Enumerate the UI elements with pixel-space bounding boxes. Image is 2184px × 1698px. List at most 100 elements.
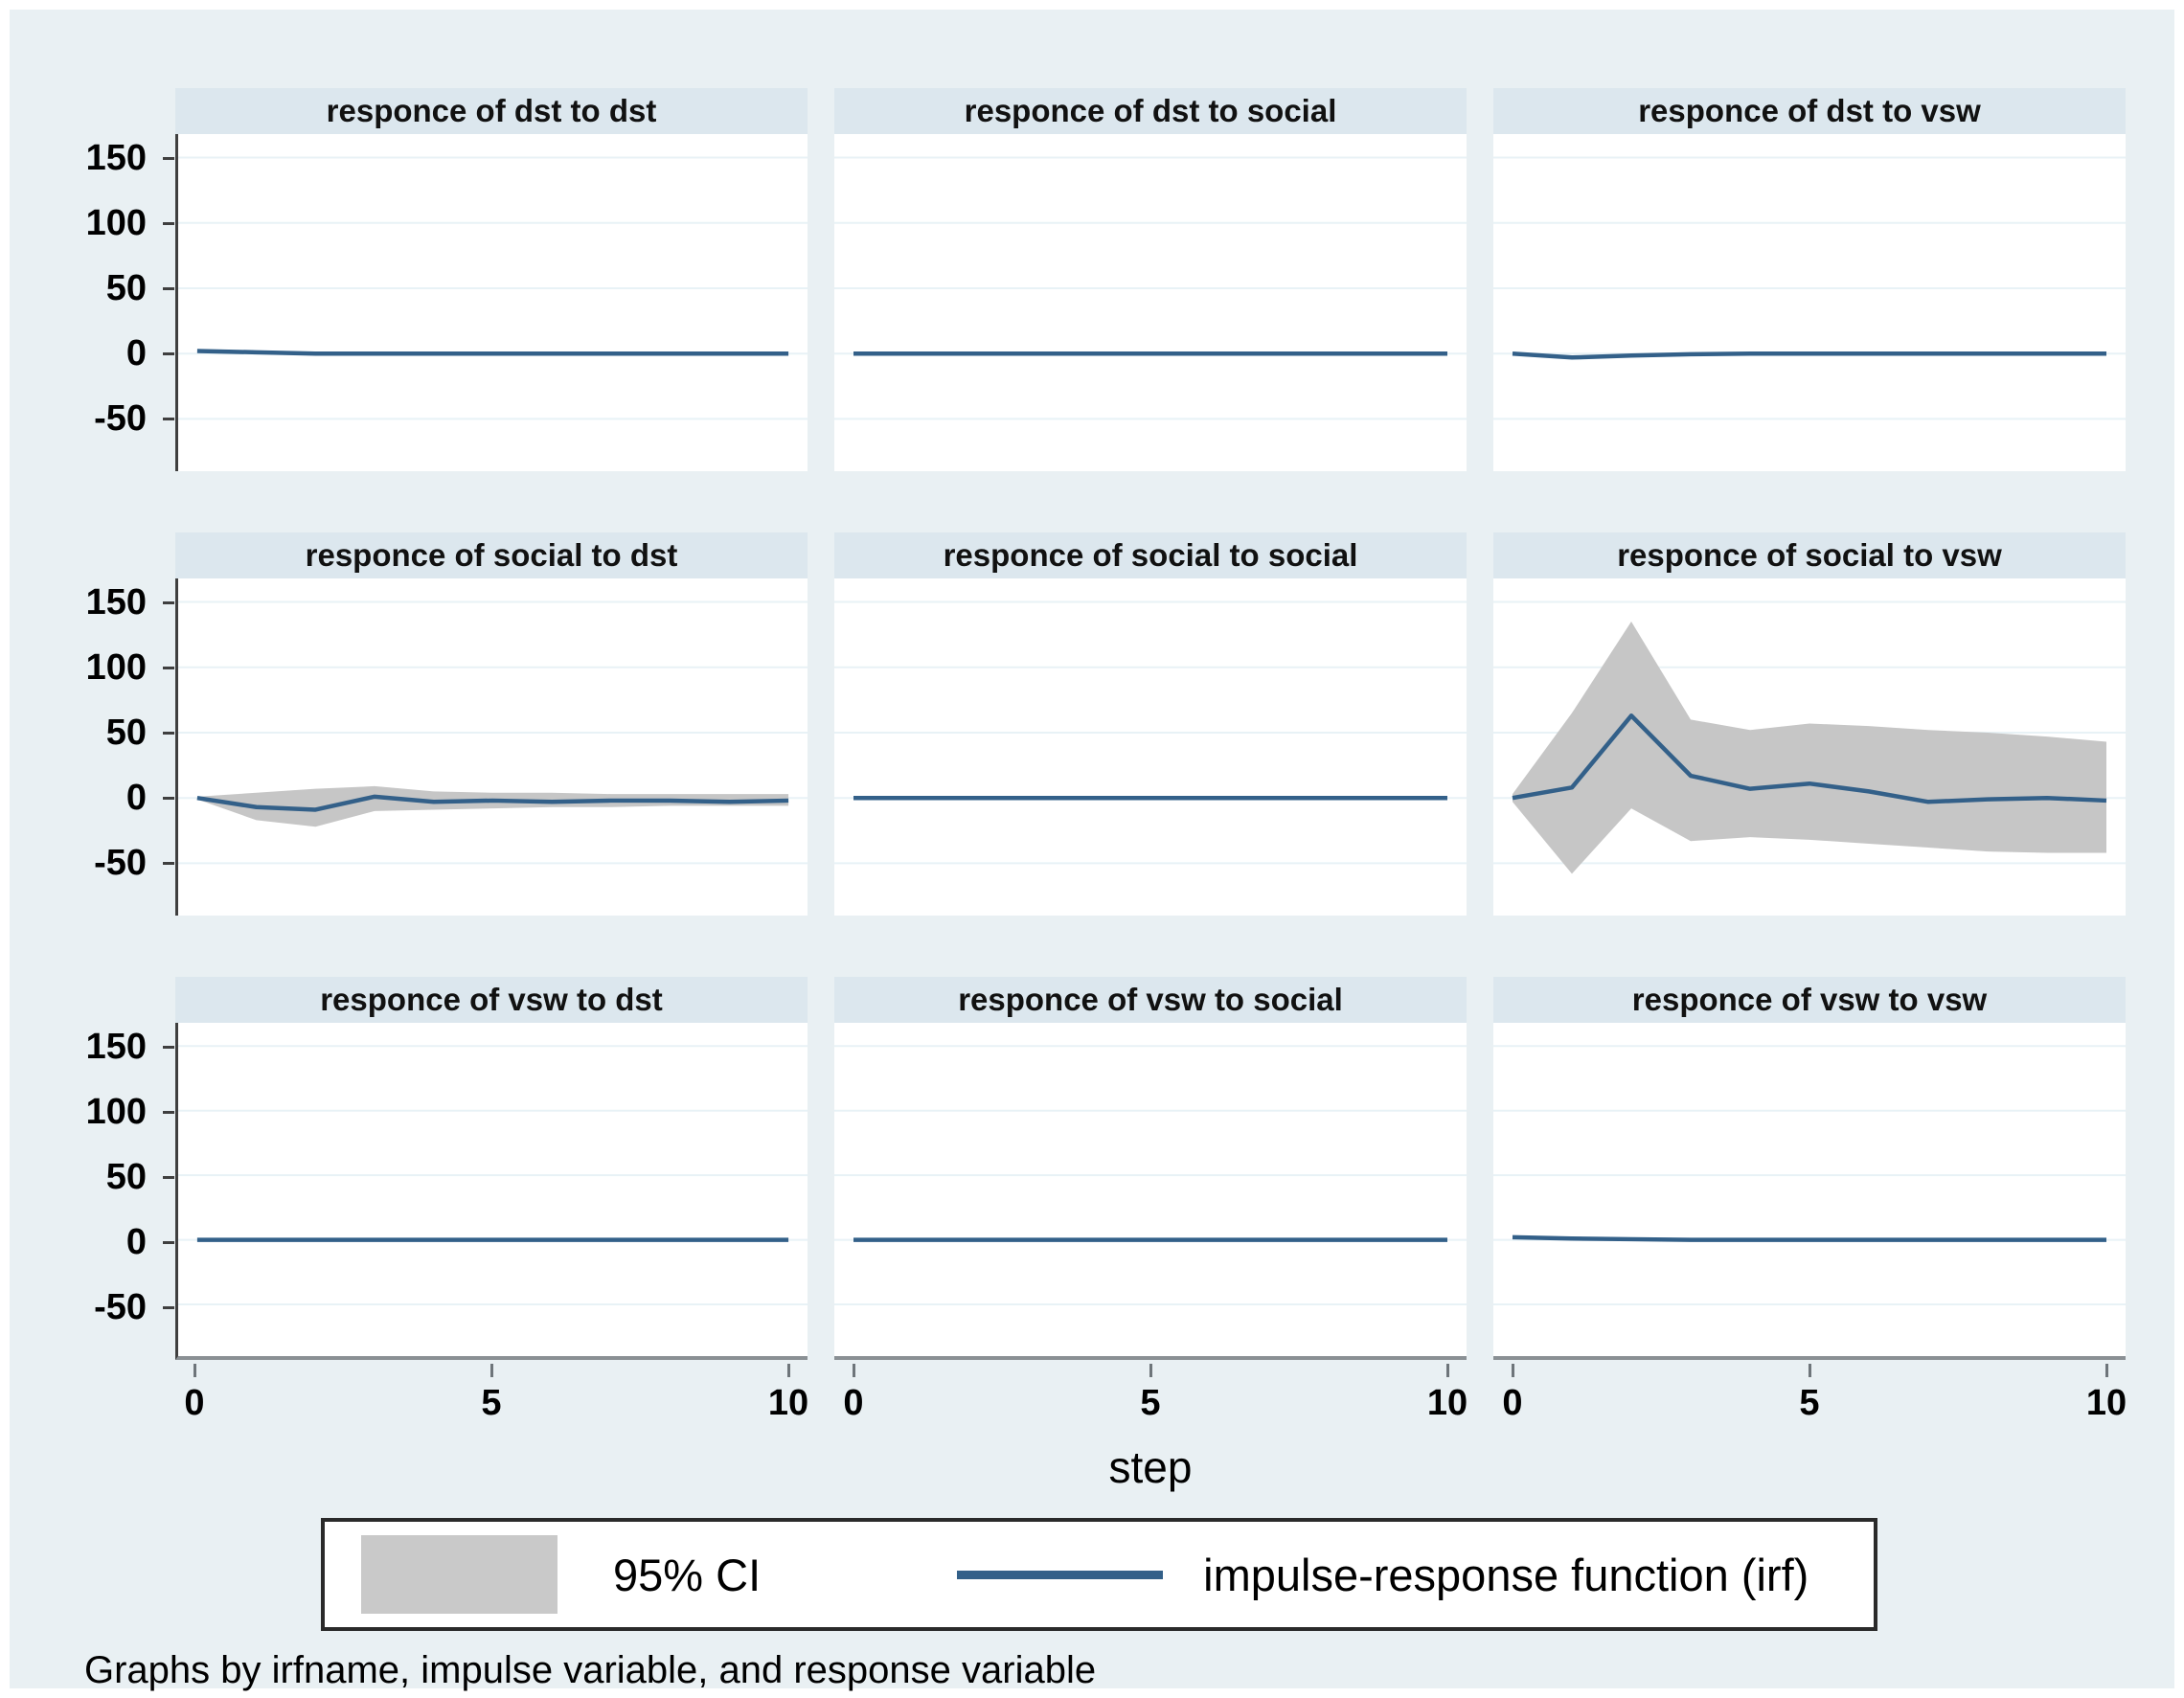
irf-line — [1512, 713, 2107, 804]
y-tick-mark — [163, 666, 174, 669]
y-tick-label: 50 — [105, 267, 147, 308]
panel-title: responce of dst to dst — [175, 88, 808, 134]
graph-canvas: responce of dst to dst 150 100 50 0 -50 respon… — [10, 10, 2174, 1691]
x-tick-mark — [1511, 1364, 1514, 1377]
y-tick-mark — [163, 221, 174, 225]
panel-title: responce of social to dst — [175, 532, 808, 578]
irf-line — [1512, 351, 2106, 360]
y-tick-label: 100 — [85, 1091, 147, 1132]
y-tick-label: 0 — [125, 778, 147, 819]
x-tick-label: 0 — [184, 1383, 205, 1423]
panel-plot-area — [175, 134, 808, 471]
panel-title: responce of vsw to vsw — [1493, 977, 2126, 1023]
x-tick-mark — [1149, 1364, 1152, 1377]
irf-line — [196, 794, 789, 812]
y-tick-mark — [163, 352, 174, 356]
y-tick-mark — [163, 862, 174, 866]
irf-panel-6: responce of social to vsw — [1493, 532, 2126, 916]
panel-plot-area — [175, 578, 808, 916]
panel-plot-area — [1493, 578, 2126, 916]
y-tick-mark — [163, 1306, 174, 1310]
y-tick-label: 150 — [85, 137, 147, 178]
y-tick-mark — [163, 1045, 174, 1049]
panel-svg — [178, 600, 808, 865]
y-tick-mark — [163, 731, 174, 735]
x-tick-label: 0 — [1502, 1383, 1523, 1423]
panel-plot-area — [834, 578, 1467, 916]
irf-panel-3: responce of dst to vsw — [1493, 88, 2126, 471]
y-tick-mark — [163, 156, 174, 160]
y-tick-label: 0 — [125, 1222, 147, 1263]
panel-svg — [834, 600, 1467, 865]
legend-ci-label: 95% CI — [613, 1549, 762, 1600]
x-tick-mark — [2104, 1364, 2108, 1377]
panel-svg — [834, 1045, 1467, 1306]
irf-line-swatch — [957, 1570, 1164, 1579]
y-tick-mark — [163, 286, 174, 290]
x-tick-label: 10 — [767, 1383, 809, 1423]
y-tick-label: 0 — [125, 333, 147, 374]
panel-svg — [178, 1045, 808, 1306]
y-tick-mark — [163, 1175, 174, 1179]
panel-svg — [1493, 1045, 2126, 1306]
irf-line — [1512, 1234, 2106, 1242]
irf-panel-5: responce of social to social — [834, 532, 1467, 916]
y-tick-label: 150 — [85, 581, 147, 623]
x-tick-mark — [1808, 1364, 1811, 1377]
x-axis-title: step — [1108, 1442, 1193, 1492]
panel-title: responce of vsw to dst — [175, 977, 808, 1023]
panel-title: responce of vsw to social — [834, 977, 1467, 1023]
x-tick-label: 0 — [843, 1383, 864, 1423]
irf-panel-1: responce of dst to dst — [175, 88, 808, 471]
irf-panel-9: responce of vsw to vsw — [1493, 977, 2126, 1360]
panel-svg — [178, 156, 808, 420]
panel-title: responce of dst to vsw — [1493, 88, 2126, 134]
panel-svg — [1493, 156, 2126, 420]
x-tick-label: 10 — [2085, 1383, 2127, 1423]
irf-panel-4: responce of social to dst — [175, 532, 808, 916]
legend-box: 95% CI impulse-response function (irf) — [321, 1518, 1877, 1631]
x-tick-mark — [1445, 1364, 1449, 1377]
ci-band-swatch — [361, 1535, 557, 1614]
y-tick-label: -50 — [94, 398, 147, 440]
x-tick-mark — [193, 1364, 196, 1377]
x-tick-label: 5 — [481, 1383, 502, 1423]
irf-panel-7: responce of vsw to dst — [175, 977, 808, 1360]
panel-svg — [834, 156, 1467, 420]
panel-plot-area — [1493, 1023, 2126, 1360]
y-tick-mark — [163, 1110, 174, 1114]
panel-plot-area — [175, 1023, 808, 1360]
irf-line — [196, 349, 789, 356]
legend-irf-label: impulse-response function (irf) — [1203, 1549, 1809, 1600]
x-tick-label: 10 — [1426, 1383, 1468, 1423]
y-tick-mark — [163, 600, 174, 604]
y-tick-label: 100 — [85, 202, 147, 243]
y-tick-label: 100 — [85, 646, 147, 688]
graph-note: Graphs by irfname, impulse variable, and… — [84, 1649, 1097, 1691]
x-tick-mark — [489, 1364, 493, 1377]
y-tick-label: 50 — [105, 1156, 147, 1197]
panel-title: responce of social to social — [834, 532, 1467, 578]
y-tick-label: -50 — [94, 843, 147, 884]
y-tick-mark — [163, 1241, 174, 1245]
panel-plot-area — [834, 134, 1467, 471]
x-tick-label: 5 — [1799, 1383, 1820, 1423]
y-tick-mark — [163, 797, 174, 801]
y-tick-label: 50 — [105, 712, 147, 753]
y-tick-mark — [163, 418, 174, 421]
y-tick-label: -50 — [94, 1287, 147, 1328]
irf-panel-2: responce of dst to social — [834, 88, 1467, 471]
ci-band — [1513, 622, 2106, 874]
x-tick-label: 5 — [1140, 1383, 1161, 1423]
x-tick-mark — [852, 1364, 855, 1377]
panel-svg — [1493, 600, 2126, 874]
y-tick-label: 150 — [85, 1026, 147, 1067]
panel-plot-area — [834, 1023, 1467, 1360]
panel-title: responce of dst to social — [834, 88, 1467, 134]
panel-plot-area — [1493, 134, 2126, 471]
ci-band — [196, 785, 789, 827]
panel-title: responce of social to vsw — [1493, 532, 2126, 578]
irf-panel-8: responce of vsw to social — [834, 977, 1467, 1360]
x-tick-mark — [786, 1364, 790, 1377]
